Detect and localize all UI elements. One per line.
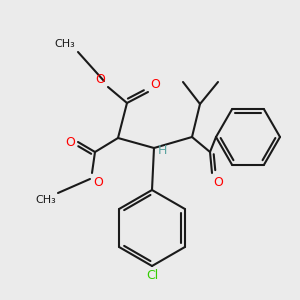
Text: O: O xyxy=(65,136,75,148)
Text: CH₃: CH₃ xyxy=(35,195,56,205)
Text: O: O xyxy=(150,78,160,91)
Text: Cl: Cl xyxy=(146,269,158,282)
Text: H: H xyxy=(158,143,167,157)
Text: O: O xyxy=(213,176,223,189)
Text: CH₃: CH₃ xyxy=(54,39,75,49)
Text: O: O xyxy=(95,73,105,86)
Text: O: O xyxy=(93,176,103,189)
